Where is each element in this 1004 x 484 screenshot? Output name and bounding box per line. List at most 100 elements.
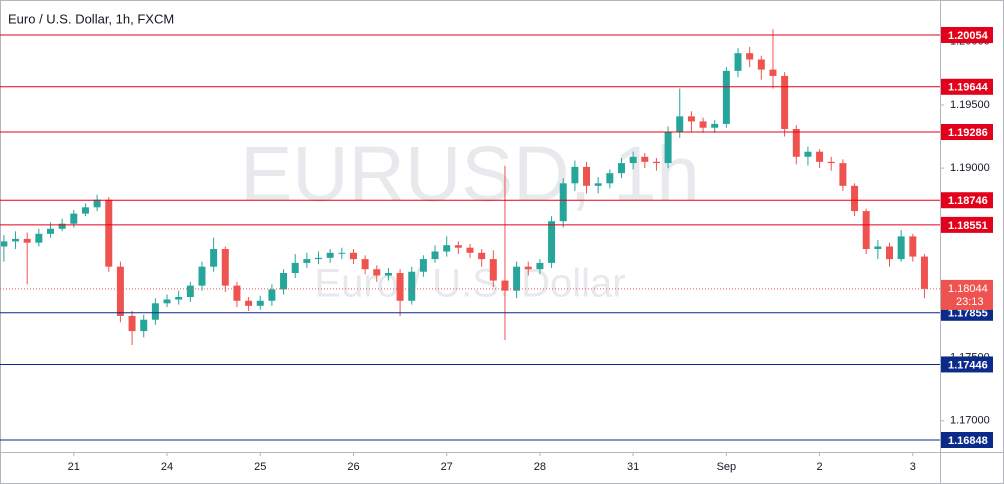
level-label-bg — [941, 26, 993, 43]
level-label-bg — [941, 356, 993, 373]
level-label: 1.17855 — [948, 308, 988, 320]
candle-body — [303, 259, 311, 263]
candle-body — [116, 266, 124, 316]
x-tick-label: 26 — [347, 461, 359, 473]
candle-body — [909, 236, 917, 257]
candle-body — [384, 272, 392, 276]
level-label-bg — [941, 192, 993, 209]
x-tick-label: 28 — [534, 461, 546, 473]
level-label: 1.16848 — [948, 435, 988, 447]
candle-body — [443, 245, 451, 252]
candle-body — [664, 131, 672, 164]
y-tick-label: 1.17000 — [950, 415, 990, 427]
x-tick-label: 24 — [161, 461, 173, 473]
candle-body — [47, 228, 54, 234]
candle-body — [268, 289, 276, 301]
candle-body — [920, 256, 928, 289]
candle-body — [513, 266, 521, 291]
candle-body — [128, 315, 136, 332]
watermark: EURUSD, 1h — [240, 130, 699, 218]
candle-body — [583, 166, 591, 186]
plot-area — [0, 29, 928, 346]
candle-body — [256, 300, 264, 306]
candle-body — [827, 161, 835, 164]
candle-body — [210, 248, 218, 267]
candle-body — [734, 53, 742, 71]
candle-body — [629, 156, 637, 164]
candle-body — [0, 241, 8, 247]
candle-body — [722, 70, 730, 124]
candle-body — [315, 257, 323, 260]
level-label: 1.18746 — [948, 195, 988, 207]
candle-body — [361, 259, 369, 270]
candle-body — [12, 238, 20, 242]
candle-body — [198, 266, 206, 286]
candle-body — [373, 269, 381, 276]
candle-body — [280, 272, 288, 290]
candle-body — [23, 238, 31, 243]
candle-body — [781, 75, 789, 129]
candle-body — [851, 185, 859, 212]
candle-body — [839, 163, 847, 186]
candle-body — [478, 252, 486, 260]
candle-body — [466, 247, 474, 253]
candle-body — [548, 221, 556, 263]
candle-body — [349, 252, 357, 260]
candle-body — [105, 199, 113, 267]
candle-body — [58, 223, 66, 229]
candle-body — [862, 211, 870, 249]
level-label: 1.18551 — [948, 220, 988, 232]
candle-body — [489, 259, 497, 281]
x-tick-label: 27 — [441, 461, 453, 473]
level-label: 1.19286 — [948, 127, 988, 139]
x-tick-label: 2 — [817, 461, 823, 473]
candle-body — [769, 69, 777, 76]
candle-body — [186, 285, 194, 297]
candle-body — [140, 319, 148, 332]
level-label: 1.17446 — [948, 359, 988, 371]
candle-body — [886, 246, 893, 260]
candle-body — [221, 248, 229, 286]
candle-body — [571, 166, 579, 184]
level-label-bg — [941, 78, 993, 95]
level-label-bg — [941, 124, 993, 141]
candle-body — [175, 296, 183, 300]
current-price-label: 1.18044 — [948, 283, 988, 295]
candle-body — [93, 199, 101, 208]
candle-body — [35, 233, 43, 243]
candle-body — [291, 262, 299, 273]
candle-body — [245, 300, 253, 306]
candle-body — [652, 161, 660, 164]
level-label-bg — [941, 216, 993, 233]
candle-body — [559, 183, 567, 222]
candle-body — [419, 259, 427, 272]
candle-body — [594, 183, 602, 186]
level-label: 1.19644 — [948, 82, 989, 94]
x-tick-label: Sep — [717, 461, 737, 473]
x-tick-label: 3 — [910, 461, 916, 473]
candle-body — [326, 252, 334, 258]
x-tick-label: 31 — [627, 461, 639, 473]
candle-body — [431, 251, 439, 260]
candle-body — [163, 299, 171, 304]
candle-body — [81, 207, 89, 214]
x-tick-label: 21 — [68, 461, 80, 473]
candle-body — [617, 163, 625, 174]
candle-body — [699, 121, 707, 128]
candle-body — [687, 116, 695, 122]
x-tick-label: 25 — [254, 461, 266, 473]
candle-body — [396, 272, 404, 301]
candle-body — [816, 151, 824, 162]
candle-body — [804, 151, 812, 157]
candle-body — [536, 262, 544, 270]
candle-body — [757, 59, 765, 70]
candle-body — [792, 128, 800, 157]
candle-body — [70, 213, 78, 224]
candle-body — [151, 303, 159, 320]
candle-body — [711, 123, 719, 128]
candle-body — [641, 156, 649, 162]
candle-body — [746, 53, 754, 60]
candle-body — [454, 245, 462, 248]
